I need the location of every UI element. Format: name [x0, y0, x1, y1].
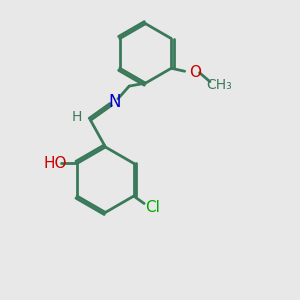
Text: HO: HO	[44, 156, 67, 171]
Text: Cl: Cl	[146, 200, 160, 215]
Text: H: H	[72, 110, 83, 124]
Text: N: N	[109, 93, 121, 111]
Text: CH₃: CH₃	[206, 78, 232, 92]
Text: O: O	[189, 65, 201, 80]
